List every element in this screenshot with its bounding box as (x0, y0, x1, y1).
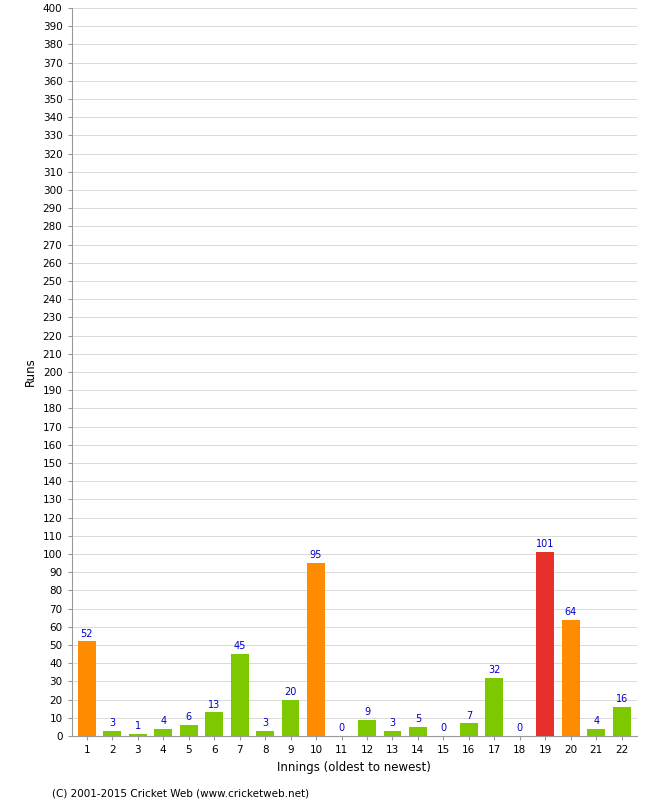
Text: 45: 45 (233, 642, 246, 651)
Text: 0: 0 (440, 723, 447, 734)
Bar (180, 725, 198, 736)
Text: (C) 2001-2015 Cricket Web (www.cricketweb.net): (C) 2001-2015 Cricket Web (www.cricketwe… (52, 788, 309, 798)
Text: 0: 0 (517, 723, 523, 734)
Bar (129, 734, 147, 736)
Text: 95: 95 (310, 550, 322, 560)
Text: 0: 0 (339, 723, 345, 734)
Text: 5: 5 (415, 714, 421, 724)
Text: 16: 16 (616, 694, 628, 704)
Bar (409, 727, 427, 736)
Text: 32: 32 (488, 665, 500, 675)
Text: 52: 52 (81, 629, 93, 638)
Bar (460, 723, 478, 736)
X-axis label: Innings (oldest to newest): Innings (oldest to newest) (278, 761, 431, 774)
Bar (358, 720, 376, 736)
Bar (256, 730, 274, 736)
Text: 3: 3 (389, 718, 395, 728)
Text: 7: 7 (466, 710, 472, 721)
Bar (588, 729, 605, 736)
Text: 4: 4 (593, 716, 599, 726)
Text: 13: 13 (208, 700, 220, 710)
Text: 6: 6 (186, 712, 192, 722)
Text: 101: 101 (536, 539, 554, 550)
Bar (536, 552, 554, 736)
Bar (613, 707, 630, 736)
Bar (205, 712, 223, 736)
Bar (154, 729, 172, 736)
Bar (231, 654, 248, 736)
Text: 20: 20 (285, 687, 297, 697)
Text: 3: 3 (262, 718, 268, 728)
Text: 3: 3 (109, 718, 115, 728)
Bar (281, 699, 300, 736)
Bar (562, 619, 580, 736)
Bar (78, 642, 96, 736)
Bar (384, 730, 401, 736)
Bar (486, 678, 503, 736)
Text: 1: 1 (135, 722, 141, 731)
Bar (103, 730, 121, 736)
Bar (307, 563, 325, 736)
Y-axis label: Runs: Runs (24, 358, 37, 386)
Text: 9: 9 (364, 707, 370, 717)
Text: 4: 4 (160, 716, 166, 726)
Text: 64: 64 (565, 606, 577, 617)
